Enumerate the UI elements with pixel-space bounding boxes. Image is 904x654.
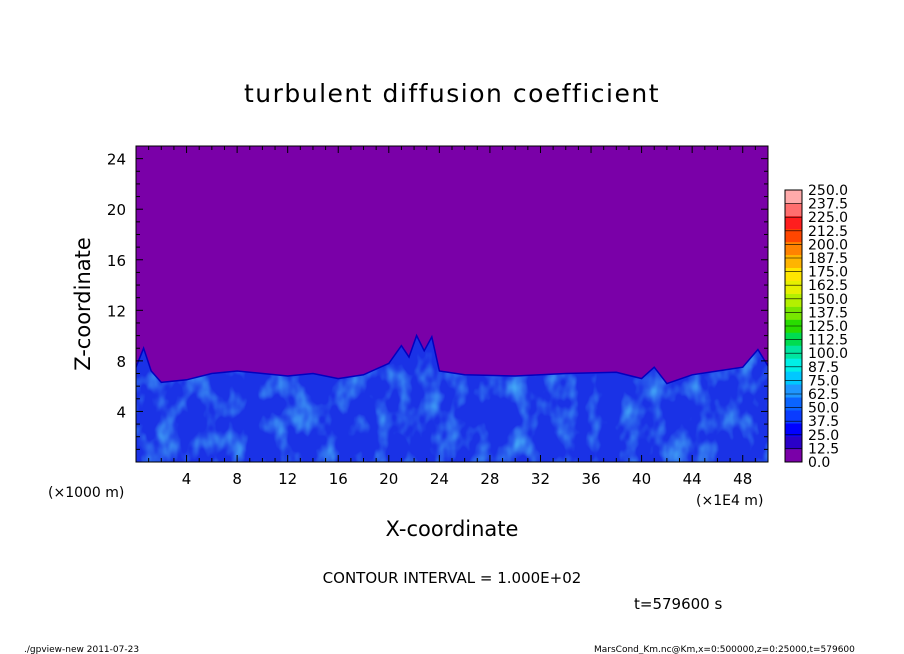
colorbar-segment xyxy=(785,371,802,385)
colorbar-level-label: 112.5 xyxy=(808,333,848,349)
x-tick-label: 8 xyxy=(232,470,242,488)
x-tick-label: 44 xyxy=(683,470,702,488)
colorbar-segment xyxy=(785,202,802,217)
contour-interval: CONTOUR INTERVAL = 1.000E+02 xyxy=(323,569,582,587)
y-tick-label: 24 xyxy=(107,151,126,169)
colorbar-level-label: 212.5 xyxy=(808,224,848,240)
colorbar: 0.012.525.037.550.062.575.087.5100.0112.… xyxy=(784,183,848,471)
x-axis-label: X-coordinate xyxy=(386,517,519,541)
colorbar-segment xyxy=(785,397,802,411)
x-unit-label: (×1E4 m) xyxy=(696,493,763,509)
colorbar-level-label: 137.5 xyxy=(808,305,848,321)
colorbar-level-label: 62.5 xyxy=(808,387,839,403)
colorbar-segment xyxy=(785,280,802,294)
y-tick-label: 4 xyxy=(116,403,126,421)
x-tick-label: 20 xyxy=(379,470,398,488)
x-tick-label: 28 xyxy=(480,470,499,488)
colorbar-segment xyxy=(785,215,802,230)
x-tick-label: 24 xyxy=(430,470,449,488)
colorbar-segment xyxy=(785,358,802,372)
colorbar-level-label: 225.0 xyxy=(808,210,848,226)
colorbar-level-label: 125.0 xyxy=(808,319,848,335)
y-tick-label: 20 xyxy=(107,201,126,219)
x-tick-label: 4 xyxy=(182,470,192,488)
x-axis: 4 8 12 16 20 24 28 32 36 40 44 48 xyxy=(148,146,756,488)
colorbar-level-label: 0.0 xyxy=(808,455,830,471)
colorbar-segment xyxy=(785,423,802,437)
y-axis-label: Z-coordinate xyxy=(71,237,95,371)
colorbar-level-label: 37.5 xyxy=(808,414,839,430)
x-tick-label: 32 xyxy=(531,470,550,488)
y-axis: 4 8 12 16 20 24 xyxy=(107,151,768,450)
boundary-layer-edge xyxy=(136,333,768,385)
colorbar-level-label: 175.0 xyxy=(808,265,848,281)
colorbar-segment xyxy=(785,384,802,398)
plot-area xyxy=(136,146,768,462)
colorbar-segment xyxy=(785,306,802,320)
colorbar-segment xyxy=(785,254,802,269)
time-label: t=579600 s xyxy=(634,595,722,613)
colorbar-segment xyxy=(785,436,802,450)
y-tick-label: 8 xyxy=(116,353,126,371)
colorbar-segment xyxy=(785,190,802,204)
colorbar-level-label: 87.5 xyxy=(808,360,839,376)
x-tick-label: 40 xyxy=(632,470,651,488)
y-unit-label: (×1000 m) xyxy=(48,485,124,501)
colorbar-segment xyxy=(785,410,802,424)
footer-right: MarsCond_Km.nc@Km,x=0:500000,z=0:25000,t… xyxy=(594,645,855,654)
colorbar-level-label: 187.5 xyxy=(808,251,848,267)
colorbar-segment xyxy=(785,241,802,256)
colorbar-segment xyxy=(785,449,802,463)
colorbar-level-label: 250.0 xyxy=(808,183,848,199)
footer-left: ./gpview-new 2011-07-23 xyxy=(24,645,139,654)
colorbar-level-label: 162.5 xyxy=(808,278,848,294)
colorbar-segment xyxy=(785,332,802,346)
colorbar-segment xyxy=(785,345,802,359)
x-tick-label: 48 xyxy=(733,470,752,488)
x-tick-label: 16 xyxy=(329,470,348,488)
colorbar-level-label: 150.0 xyxy=(808,292,848,308)
colorbar-segment xyxy=(785,228,802,243)
colorbar-level-label: 12.5 xyxy=(808,441,839,457)
colorbar-level-label: 200.0 xyxy=(808,237,848,253)
colorbar-level-label: 75.0 xyxy=(808,373,839,389)
x-tick-label: 36 xyxy=(581,470,600,488)
colorbar-level-label: 50.0 xyxy=(808,401,839,417)
colorbar-level-label: 237.5 xyxy=(808,197,848,213)
colorbar-level-label: 100.0 xyxy=(808,346,848,362)
colorbar-level-label: 25.0 xyxy=(808,428,839,444)
colorbar-segment xyxy=(785,267,802,281)
colorbar-segment xyxy=(785,293,802,307)
y-tick-label: 12 xyxy=(107,302,126,320)
chart-title: turbulent diffusion coefficient xyxy=(244,79,660,108)
y-tick-label: 16 xyxy=(107,252,126,270)
x-tick-label: 12 xyxy=(278,470,297,488)
